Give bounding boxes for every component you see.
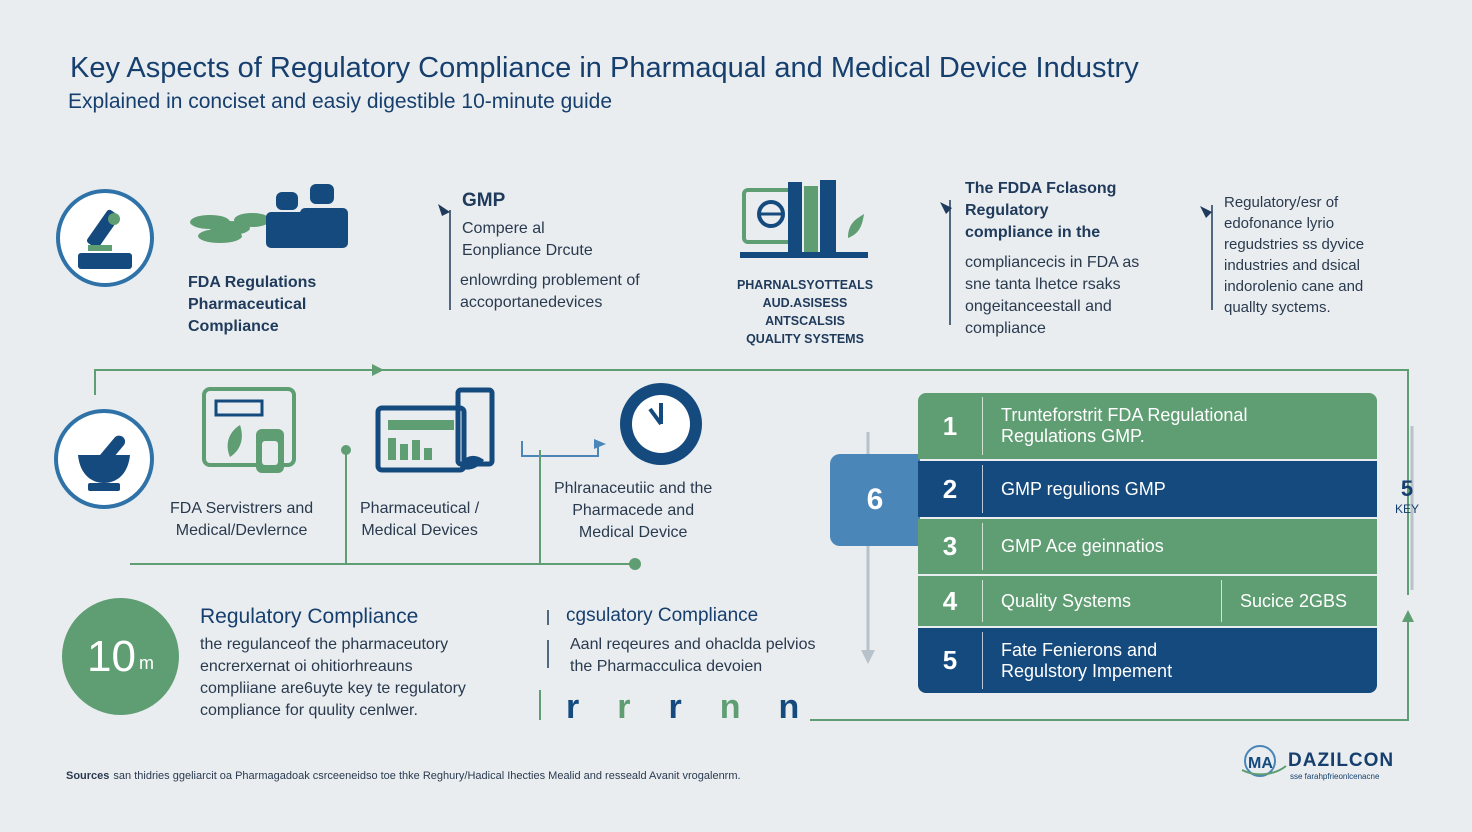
documents-icon	[202, 387, 296, 473]
regulatory-compliance-2-title: cgsulatory Compliance	[566, 605, 759, 626]
pharma-devices-label: Pharmaceutical / Medical Devices	[360, 500, 480, 539]
pharma-systems-label: PHARNALSYOTTEALS AUD.ASISESS ANTSCALSIS …	[736, 278, 874, 346]
fdpa-heading: The FDDA Fclasong Regulatory compliance …	[965, 180, 1117, 241]
page-subtitle: Explained in conciset and easiy digestib…	[68, 90, 613, 113]
sources-note: Sources san thidries ggeliarcit oa Pharma…	[66, 770, 741, 782]
pharma-medical-label: Phlranaceutiic and the Pharmacede and Me…	[554, 480, 713, 541]
fdpa-description: compliancecis in FDA as sne tanta lhetce…	[965, 254, 1140, 337]
table-row: 1 Trunteforstrit FDA Regulational Regulat…	[918, 393, 1377, 459]
side-number-badge: 6	[830, 454, 920, 546]
table-row: 3 GMP Ace geinnatios	[918, 519, 1377, 574]
books-monitor-icon	[740, 180, 868, 258]
clock-icon	[620, 383, 702, 465]
list-item: the Pharmacculica devoien	[570, 658, 763, 675]
mortar-pestle-icon	[54, 409, 154, 509]
fda-regulations-label: FDA Regulations Pharmaceutical Complianc…	[188, 274, 317, 335]
svg-text:MA: MA	[1248, 755, 1273, 772]
gmp-description: enlowrding problement of accoportanedevi…	[460, 272, 640, 311]
gmp-title: GMP	[462, 190, 506, 211]
regulatory-systems-text: Regulatory/esr of edofonance lyrio regud…	[1224, 194, 1365, 316]
table-row: 5 Fate Fenierons and Regulstory Impement	[918, 628, 1377, 693]
laptop-chart-icon	[375, 387, 495, 473]
ten-minute-badge: 10 m	[62, 598, 179, 715]
regulatory-compliance-text: the regulanceof the pharmaceutory encrer…	[200, 636, 466, 719]
letter-icons: rrrnn	[566, 688, 838, 726]
list-item: Aanl reqeures and ohaclda pelvios	[570, 636, 816, 653]
gmp-lines: Compere al Eonpliance Drcute	[462, 220, 593, 259]
key-indicator: 5 KEY	[1394, 476, 1419, 516]
fda-services-label: FDA Servistrers and Medical/Devlernce	[170, 500, 314, 539]
brand-logo: MA DAZILCON sse farahpfrieonlcenacne	[1238, 744, 1418, 781]
table-row: 4 Quality Systems Sucice 2GBS	[918, 576, 1377, 626]
page-title: Key Aspects of Regulatory Compliance in …	[70, 52, 1139, 84]
microscope-icon	[56, 189, 154, 287]
regulatory-compliance-title: Regulatory Compliance	[200, 605, 419, 628]
brand-globe-icon: MA	[1241, 745, 1287, 777]
regulatory-compliance-2-list: Aanl reqeures and ohaclda pelvios the Ph…	[570, 634, 816, 678]
team-icon	[190, 184, 348, 248]
table-row: 2 GMP regulions GMP	[918, 461, 1377, 517]
